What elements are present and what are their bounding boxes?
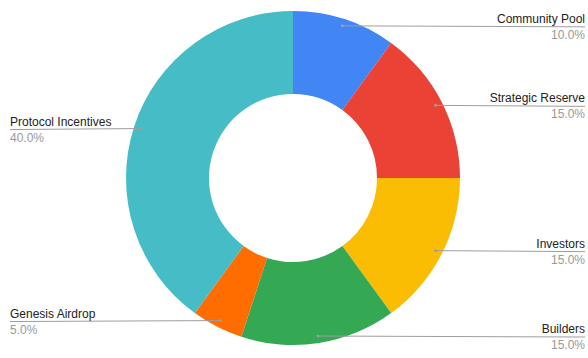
- leader-line: [10, 129, 141, 130]
- slice: [126, 11, 293, 313]
- leader-dot: [219, 319, 222, 322]
- value-label: 15.0%: [551, 253, 585, 267]
- slice-label: Protocol Incentives: [10, 115, 111, 129]
- value-label: 15.0%: [551, 107, 585, 121]
- labels: Community Pool 10.0% Strategic Reserve 15.0…: [10, 12, 585, 352]
- leader-line: [436, 251, 585, 252]
- chart-container: Community Pool 10.0% Strategic Reserve 15.0…: [0, 0, 588, 358]
- value-label: 10.0%: [551, 28, 585, 42]
- leader-line: [10, 321, 220, 322]
- leader-dot: [434, 104, 437, 107]
- slices: [126, 11, 460, 345]
- value-label: 40.0%: [10, 131, 44, 145]
- leader-line: [436, 105, 585, 106]
- leader-dot: [139, 127, 142, 130]
- value-label: 15.0%: [551, 338, 585, 352]
- slice-label: Strategic Reserve: [490, 91, 586, 105]
- slice-label: Investors: [536, 237, 585, 251]
- slice-label: Community Pool: [497, 12, 585, 26]
- slice-label: Genesis Airdrop: [10, 307, 96, 321]
- leader-dot: [341, 24, 344, 27]
- chart: Community Pool 10.0% Strategic Reserve 15.0…: [0, 0, 588, 358]
- value-label: 5.0%: [10, 323, 38, 337]
- leader-line: [342, 26, 585, 27]
- leader-dot: [434, 249, 437, 252]
- leader-line: [318, 336, 585, 337]
- slice: [342, 43, 460, 178]
- slice-label: Builders: [542, 322, 585, 336]
- leader-dot: [317, 335, 320, 338]
